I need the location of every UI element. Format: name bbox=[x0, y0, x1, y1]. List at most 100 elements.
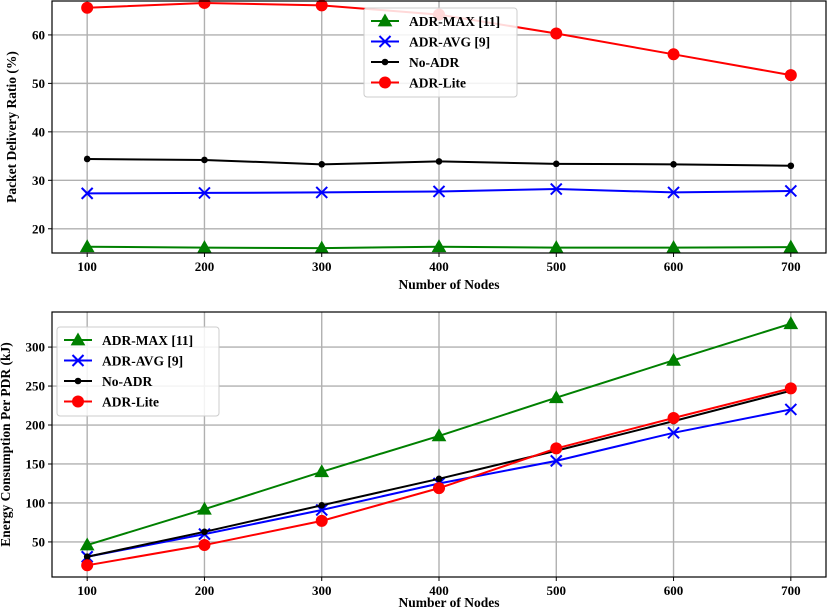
x-tick-label: 700 bbox=[781, 583, 801, 598]
legend-label: ADR-AVG [9] bbox=[102, 354, 183, 369]
data-point bbox=[550, 442, 563, 455]
legend-marker bbox=[377, 13, 393, 27]
legend-item: ADR-MAX [11] bbox=[64, 332, 193, 348]
data-point bbox=[201, 156, 208, 164]
series-adr-max-11 bbox=[79, 239, 799, 254]
legend-item: No-ADR bbox=[371, 55, 459, 70]
legend-marker bbox=[72, 395, 84, 408]
data-point bbox=[79, 537, 95, 551]
y-axis-label: Packet Delivery Ratio (%) bbox=[4, 51, 19, 203]
data-point bbox=[315, 186, 328, 199]
data-point bbox=[666, 352, 681, 366]
data-point bbox=[197, 501, 212, 515]
series-no-adr bbox=[83, 155, 795, 170]
legend-label: No-ADR bbox=[409, 55, 459, 70]
y-tick-label: 50 bbox=[32, 76, 45, 91]
data-point bbox=[198, 0, 211, 9]
x-tick-label: 100 bbox=[77, 583, 97, 598]
data-point bbox=[83, 553, 91, 561]
legend-box bbox=[363, 7, 518, 98]
y-tick-label: 20 bbox=[32, 221, 45, 236]
y-tick-label: 50 bbox=[32, 534, 45, 549]
data-point bbox=[79, 239, 95, 253]
y-tick-label: 250 bbox=[26, 379, 46, 394]
legend-item: ADR-Lite bbox=[371, 76, 466, 91]
data-point bbox=[550, 27, 563, 40]
legend-item: ADR-AVG [9] bbox=[64, 354, 183, 369]
legend-marker bbox=[381, 58, 389, 66]
data-point bbox=[431, 428, 447, 442]
data-point bbox=[201, 528, 208, 536]
data-point bbox=[667, 186, 680, 199]
legend-item: ADR-AVG [9] bbox=[371, 35, 490, 50]
x-tick-label: 400 bbox=[429, 583, 449, 598]
x-axis-label: Number of Nodes bbox=[399, 595, 500, 610]
legend-marker bbox=[379, 76, 391, 89]
legend-label: No-ADR bbox=[102, 374, 152, 389]
series-adr-lite bbox=[81, 382, 797, 572]
data-point bbox=[784, 184, 798, 198]
data-point bbox=[314, 464, 330, 478]
data-point bbox=[667, 426, 680, 440]
series-adr-max-11 bbox=[79, 316, 799, 551]
data-point bbox=[432, 185, 446, 198]
legend-label: ADR-Lite bbox=[102, 395, 159, 410]
series-adr-avg-9 bbox=[80, 182, 798, 200]
x-tick-label: 600 bbox=[664, 583, 684, 598]
x-tick-label: 300 bbox=[312, 583, 332, 598]
y-tick-label: 40 bbox=[32, 124, 45, 139]
data-point bbox=[548, 390, 564, 404]
x-axis-label: Number of Nodes bbox=[399, 277, 500, 292]
data-point bbox=[552, 160, 560, 168]
legend-label: ADR-MAX [11] bbox=[102, 333, 193, 348]
x-tick-label: 200 bbox=[195, 259, 215, 274]
legend-label: ADR-MAX [11] bbox=[409, 14, 500, 29]
data-point bbox=[315, 514, 328, 527]
x-tick-label: 400 bbox=[429, 259, 449, 274]
data-point bbox=[784, 382, 797, 395]
legend-marker bbox=[378, 35, 392, 48]
legend-item: No-ADR bbox=[64, 374, 152, 389]
data-point bbox=[787, 162, 795, 170]
data-point bbox=[550, 182, 563, 196]
data-point bbox=[784, 69, 797, 82]
data-point bbox=[318, 501, 326, 509]
data-point bbox=[667, 48, 680, 61]
data-point bbox=[783, 239, 799, 253]
y-tick-label: 30 bbox=[32, 173, 45, 188]
data-point bbox=[670, 161, 677, 168]
chart-1: 100 200 300 400 500 600 700 20 30 40 50 60 Number of… bbox=[4, 0, 827, 292]
data-point bbox=[318, 161, 326, 168]
legend: ADR-MAX [11] ADR-AVG [9] No-ADR ADR-Lite bbox=[56, 326, 220, 417]
legend-marker bbox=[74, 377, 82, 385]
data-point bbox=[198, 539, 211, 552]
data-point bbox=[435, 475, 443, 483]
x-tick-label: 700 bbox=[781, 259, 801, 274]
data-point bbox=[81, 559, 94, 572]
data-point bbox=[783, 316, 799, 330]
x-tick-label: 200 bbox=[195, 583, 215, 598]
legend: ADR-MAX [11] ADR-AVG [9] No-ADR ADR-Lite bbox=[363, 7, 518, 98]
x-tick-label: 500 bbox=[547, 259, 567, 274]
x-tick-label: 100 bbox=[77, 259, 97, 274]
data-point bbox=[83, 155, 91, 163]
x-tick-label: 600 bbox=[664, 259, 684, 274]
data-point bbox=[80, 187, 94, 200]
y-tick-label: 60 bbox=[32, 27, 45, 42]
data-point bbox=[433, 482, 445, 495]
legend-label: ADR-Lite bbox=[409, 76, 466, 91]
data-point bbox=[431, 239, 447, 253]
y-tick-label: 300 bbox=[26, 340, 46, 355]
data-point bbox=[667, 412, 680, 424]
data-point bbox=[315, 0, 328, 12]
data-point bbox=[198, 186, 211, 200]
data-point bbox=[550, 454, 563, 468]
y-tick-label: 150 bbox=[26, 456, 46, 471]
legend-marker bbox=[70, 332, 86, 346]
legend-label: ADR-AVG [9] bbox=[409, 35, 490, 50]
grid bbox=[52, 1, 826, 253]
data-point bbox=[435, 158, 443, 165]
x-tick-label: 300 bbox=[312, 259, 332, 274]
data-point bbox=[81, 1, 94, 14]
